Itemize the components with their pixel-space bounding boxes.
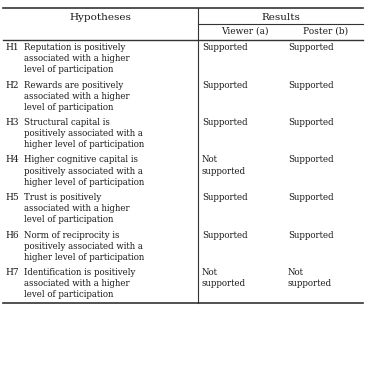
Text: H5: H5	[5, 193, 19, 202]
Text: Poster (b): Poster (b)	[303, 27, 348, 36]
Text: Supported: Supported	[288, 230, 334, 239]
Text: H2: H2	[5, 81, 19, 89]
Text: Supported: Supported	[288, 81, 334, 89]
Text: Supported: Supported	[288, 118, 334, 127]
Text: Supported: Supported	[202, 118, 248, 127]
Text: Results: Results	[261, 13, 300, 22]
Text: H1: H1	[5, 43, 19, 52]
Text: Supported: Supported	[202, 81, 248, 89]
Text: Supported: Supported	[288, 155, 334, 164]
Text: Not
supported: Not supported	[202, 155, 246, 176]
Text: Supported: Supported	[288, 193, 334, 202]
Text: Reputation is positively
associated with a higher
level of participation: Reputation is positively associated with…	[24, 43, 130, 74]
Text: Supported: Supported	[288, 43, 334, 52]
Text: H3: H3	[5, 118, 19, 127]
Text: Trust is positively
associated with a higher
level of participation: Trust is positively associated with a hi…	[24, 193, 130, 224]
Text: H6: H6	[5, 230, 19, 239]
Text: Higher cognitive capital is
positively associated with a
higher level of partici: Higher cognitive capital is positively a…	[24, 155, 144, 187]
Text: H4: H4	[5, 155, 19, 164]
Text: Structural capital is
positively associated with a
higher level of participation: Structural capital is positively associa…	[24, 118, 144, 149]
Text: Supported: Supported	[202, 193, 248, 202]
Text: H7: H7	[5, 268, 19, 277]
Text: Hypotheses: Hypotheses	[70, 13, 131, 22]
Text: Viewer (a): Viewer (a)	[221, 27, 269, 36]
Text: Supported: Supported	[202, 43, 248, 52]
Text: Supported: Supported	[202, 230, 248, 239]
Text: Norm of reciprocity is
positively associated with a
higher level of participatio: Norm of reciprocity is positively associ…	[24, 230, 144, 262]
Text: Rewards are positively
associated with a higher
level of participation: Rewards are positively associated with a…	[24, 81, 130, 112]
Text: Not
supported: Not supported	[202, 268, 246, 288]
Text: Identification is positively
associated with a higher
level of participation: Identification is positively associated …	[24, 268, 135, 299]
Text: Not
supported: Not supported	[288, 268, 332, 288]
